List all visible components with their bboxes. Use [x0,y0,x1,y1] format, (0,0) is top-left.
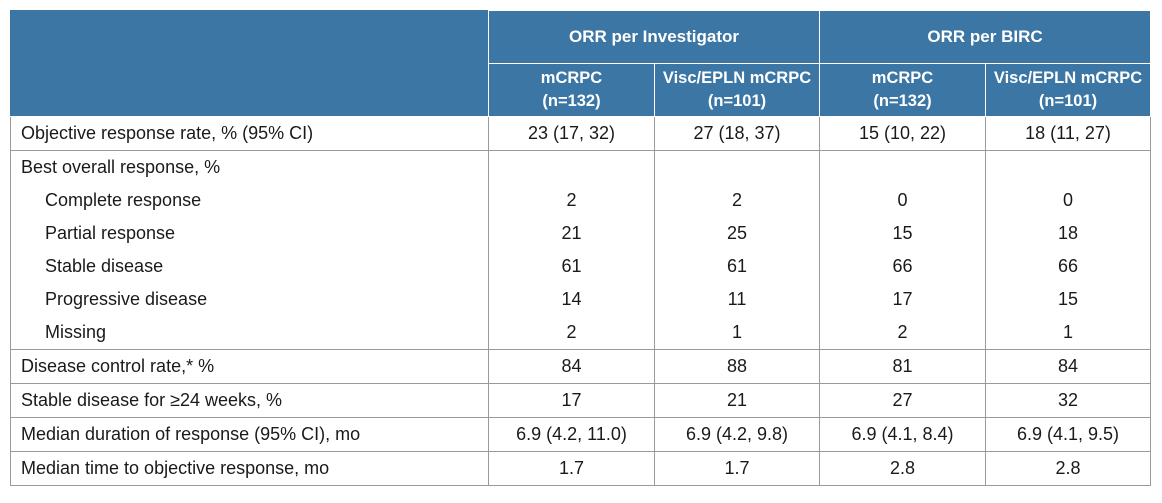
cell-value: 61 [488,250,655,283]
cell-value: 6.9 (4.1, 9.5) [985,417,1152,452]
row-label: Objective response rate, % (95% CI) [10,116,489,151]
cell-value: 32 [985,383,1152,418]
cell-value: 2 [488,184,655,217]
cell-value: 21 [488,217,655,250]
row-label: Complete response [10,184,489,217]
table-row: Disease control rate,* % 84 88 81 84 [10,349,1152,384]
column-header: mCRPC (n=132) [819,63,987,117]
cell-value: 17 [819,283,987,316]
table-row: Median duration of response (95% CI), mo… [10,417,1152,452]
cell-value: 14 [488,283,655,316]
table-row: Objective response rate, % (95% CI) 23 (… [10,116,1152,151]
cell-value: 25 [653,217,821,250]
column-header-name: mCRPC [871,69,934,87]
row-label: Partial response [10,217,489,250]
cell-value: 1.7 [653,451,821,486]
cell-value: 1 [653,316,821,350]
cell-value: 15 [985,283,1152,316]
response-table: ORR per Investigator ORR per BIRC mCRPC … [10,10,1152,486]
cell-value: 81 [819,349,987,384]
table-row: Missing 2 1 2 1 [10,316,1152,350]
cell-value: 23 (17, 32) [488,116,655,151]
group-header-birc: ORR per BIRC [819,10,1152,64]
cell-value: 66 [985,250,1152,283]
cell-value: 18 (11, 27) [985,116,1152,151]
cell-value: 1 [985,316,1152,350]
cell-value [985,150,1152,184]
table-row: Stable disease for ≥24 weeks, % 17 21 27… [10,383,1152,418]
row-label: Disease control rate,* % [10,349,489,384]
table-row: Partial response 21 25 15 18 [10,217,1152,250]
cell-value: 6.9 (4.2, 9.8) [653,417,821,452]
table-row: Best overall response, % [10,150,1152,184]
table-row: Median time to objective response, mo 1.… [10,451,1152,486]
cell-value [653,150,821,184]
row-label: Median time to objective response, mo [10,451,489,486]
column-header-name: Visc/EPLN mCRPC [993,69,1143,87]
table-row: Complete response 2 2 0 0 [10,184,1152,217]
column-header: Visc/EPLN mCRPC (n=101) [985,63,1152,117]
cell-value: 15 (10, 22) [819,116,987,151]
cell-value: 2 [819,316,987,350]
cell-value: 88 [653,349,821,384]
cell-value: 21 [653,383,821,418]
cell-value: 84 [488,349,655,384]
cell-value: 0 [819,184,987,217]
table-row: Progressive disease 14 11 17 15 [10,283,1152,316]
column-header-n: (n=101) [707,92,767,110]
column-header-n: (n=101) [1038,92,1098,110]
header-group-row: ORR per Investigator ORR per BIRC [10,10,1152,117]
column-header-name: mCRPC [540,69,603,87]
cell-value: 11 [653,283,821,316]
cell-value: 17 [488,383,655,418]
cell-value: 2 [488,316,655,350]
cell-value [819,150,987,184]
column-header: Visc/EPLN mCRPC (n=101) [653,63,821,117]
group-header-investigator: ORR per Investigator [487,10,821,64]
table-row: Stable disease 61 61 66 66 [10,250,1152,283]
row-label: Stable disease [10,250,489,283]
header-corner [10,10,489,117]
cell-value: 66 [819,250,987,283]
cell-value: 2.8 [985,451,1152,486]
row-label: Best overall response, % [10,150,489,184]
row-label: Missing [10,316,489,350]
cell-value: 15 [819,217,987,250]
column-header-n: (n=132) [542,92,601,110]
cell-value: 84 [985,349,1152,384]
row-label: Median duration of response (95% CI), mo [10,417,489,452]
row-label: Progressive disease [10,283,489,316]
cell-value: 61 [653,250,821,283]
cell-value: 2.8 [819,451,987,486]
cell-value: 0 [985,184,1152,217]
column-header-n: (n=132) [873,92,932,110]
cell-value: 6.9 (4.2, 11.0) [488,417,655,452]
cell-value: 2 [653,184,821,217]
cell-value: 27 [819,383,987,418]
column-header-name: Visc/EPLN mCRPC [662,69,812,87]
row-label: Stable disease for ≥24 weeks, % [10,383,489,418]
cell-value [488,150,655,184]
cell-value: 1.7 [488,451,655,486]
column-header: mCRPC (n=132) [488,63,655,117]
cell-value: 6.9 (4.1, 8.4) [819,417,987,452]
cell-value: 18 [985,217,1152,250]
cell-value: 27 (18, 37) [653,116,821,151]
header-column-row: mCRPC (n=132) Visc/EPLN mCRPC (n=101) mC… [11,63,1152,117]
